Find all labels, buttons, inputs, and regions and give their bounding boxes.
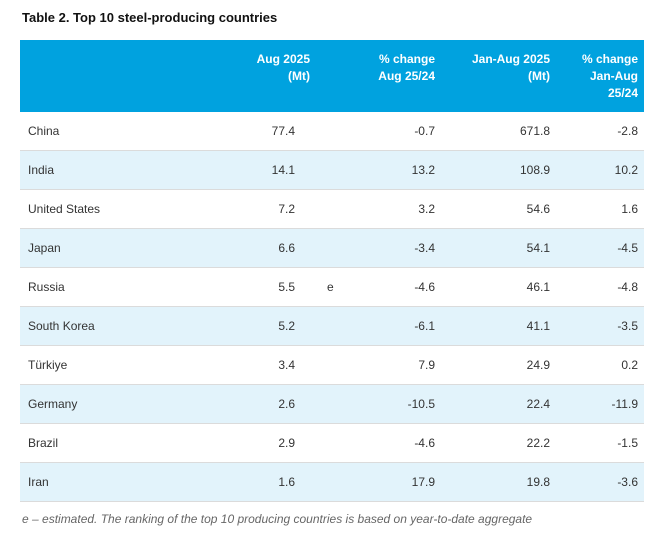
table-row: Russia 5.5 e -4.6 46.1 -4.8 [20,268,644,307]
jan-aug-2025-mt-cell: 22.4 [526,397,550,411]
country-cell: South Korea [28,319,95,333]
table-row: United States 7.2 3.2 54.6 1.6 [20,190,644,229]
pct-change-jan-aug-cell: 10.2 [614,163,638,177]
pct-change-jan-aug-cell: 1.6 [621,202,638,216]
pct-change-aug-cell: -4.6 [414,280,435,294]
estimate-flag [295,436,340,450]
pct-change-jan-aug-cell: -4.8 [617,280,638,294]
jan-aug-2025-mt-cell: 46.1 [526,280,550,294]
header-aug-2025-mt-line1: Aug 2025 [256,52,310,66]
estimate-flag [295,358,340,372]
aug-2025-mt-value: 1.6 [278,475,295,489]
pct-change-aug-cell: -3.4 [414,241,435,255]
aug-2025-mt-value: 5.2 [278,319,295,333]
header-pct-change-aug: % change Aug 25/24 [340,51,435,85]
country-cell: Germany [28,397,78,411]
aug-2025-mt-cell: 5.5 e [200,280,340,294]
aug-2025-mt-cell: 1.6 [200,475,340,489]
jan-aug-2025-mt-cell: 24.9 [526,358,550,372]
header-pct-change-jan-aug-line3: 25/24 [607,86,638,100]
aug-2025-mt-cell: 7.2 [200,202,340,216]
estimate-flag [295,397,340,411]
table-row: South Korea 5.2 -6.1 41.1 -3.5 [20,307,644,346]
aug-2025-mt-value: 6.6 [278,241,295,255]
pct-change-aug-cell: -6.1 [414,319,435,333]
estimate-flag [295,241,340,255]
estimate-flag [295,202,340,216]
header-aug-2025-mt: Aug 2025 (Mt) [200,51,340,85]
table-body: China 77.4 -0.7 671.8 -2.8 India 14.1 13… [20,112,644,502]
estimate-flag [295,124,340,138]
pct-change-jan-aug-cell: -3.5 [617,319,638,333]
table-row: Japan 6.6 -3.4 54.1 -4.5 [20,229,644,268]
pct-change-jan-aug-cell: -11.9 [611,397,638,411]
estimate-flag: e [327,280,334,294]
pct-change-aug-cell: 3.2 [418,202,435,216]
aug-2025-mt-cell: 3.4 [200,358,340,372]
jan-aug-2025-mt-cell: 54.1 [526,241,550,255]
header-aug-2025-mt-line2: (Mt) [288,69,310,83]
jan-aug-2025-mt-cell: 671.8 [519,124,550,138]
aug-2025-mt-cell: 14.1 [200,163,340,177]
aug-2025-mt-value: 3.4 [278,358,295,372]
aug-2025-mt-value: 2.9 [278,436,295,450]
table-row: Iran 1.6 17.9 19.8 -3.6 [20,463,644,502]
steel-production-table: Aug 2025 (Mt) % change Aug 25/24 Jan-Aug… [20,40,644,502]
table-row: India 14.1 13.2 108.9 10.2 [20,151,644,190]
estimate-flag [295,163,340,177]
pct-change-aug-cell: 13.2 [411,163,435,177]
country-cell: Japan [28,241,61,255]
header-pct-change-jan-aug-line1: % change [581,52,638,66]
table-row: Türkiye 3.4 7.9 24.9 0.2 [20,346,644,385]
table-title: Table 2. Top 10 steel-producing countrie… [22,10,278,25]
aug-2025-mt-cell: 6.6 [200,241,340,255]
table-header-row: Aug 2025 (Mt) % change Aug 25/24 Jan-Aug… [20,40,644,112]
aug-2025-mt-value: 77.4 [271,124,295,138]
estimate-flag [295,319,340,333]
country-cell: China [28,124,60,138]
country-cell: India [28,163,55,177]
aug-2025-mt-cell: 2.9 [200,436,340,450]
header-jan-aug-2025-mt: Jan-Aug 2025 (Mt) [435,51,550,85]
estimate-flag [295,475,340,489]
table-row: Brazil 2.9 -4.6 22.2 -1.5 [20,424,644,463]
pct-change-aug-cell: -0.7 [414,124,435,138]
header-jan-aug-2025-mt-line1: Jan-Aug 2025 [471,52,550,66]
pct-change-jan-aug-cell: -1.5 [617,436,638,450]
jan-aug-2025-mt-cell: 54.6 [526,202,550,216]
pct-change-jan-aug-cell: -3.6 [617,475,638,489]
table-row: Germany 2.6 -10.5 22.4 -11.9 [20,385,644,424]
pct-change-jan-aug-cell: -4.5 [617,241,638,255]
header-jan-aug-2025-mt-line2: (Mt) [528,69,550,83]
pct-change-aug-cell: -10.5 [407,397,435,411]
table-row: China 77.4 -0.7 671.8 -2.8 [20,112,644,151]
country-cell: Türkiye [28,358,68,372]
country-cell: United States [28,202,101,216]
country-cell: Iran [28,475,49,489]
aug-2025-mt-value: 14.1 [271,163,295,177]
pct-change-aug-cell: -4.6 [414,436,435,450]
aug-2025-mt-cell: 5.2 [200,319,340,333]
aug-2025-mt-value: 5.5 [278,280,295,294]
footnote: e – estimated. The ranking of the top 10… [22,512,533,526]
jan-aug-2025-mt-cell: 19.8 [526,475,550,489]
aug-2025-mt-cell: 77.4 [200,124,340,138]
aug-2025-mt-cell: 2.6 [200,397,340,411]
header-pct-change-aug-line2: Aug 25/24 [378,69,435,83]
pct-change-jan-aug-cell: -2.8 [617,124,638,138]
header-pct-change-jan-aug: % change Jan-Aug 25/24 [550,51,638,102]
header-pct-change-aug-line1: % change [378,52,435,66]
aug-2025-mt-value: 7.2 [278,202,295,216]
country-cell: Brazil [28,436,59,450]
jan-aug-2025-mt-cell: 22.2 [526,436,550,450]
pct-change-aug-cell: 7.9 [418,358,435,372]
pct-change-jan-aug-cell: 0.2 [621,358,638,372]
aug-2025-mt-value: 2.6 [278,397,295,411]
country-cell: Russia [28,280,65,294]
jan-aug-2025-mt-cell: 108.9 [519,163,550,177]
pct-change-aug-cell: 17.9 [411,475,435,489]
jan-aug-2025-mt-cell: 41.1 [526,319,550,333]
header-pct-change-jan-aug-line2: Jan-Aug [590,69,638,83]
